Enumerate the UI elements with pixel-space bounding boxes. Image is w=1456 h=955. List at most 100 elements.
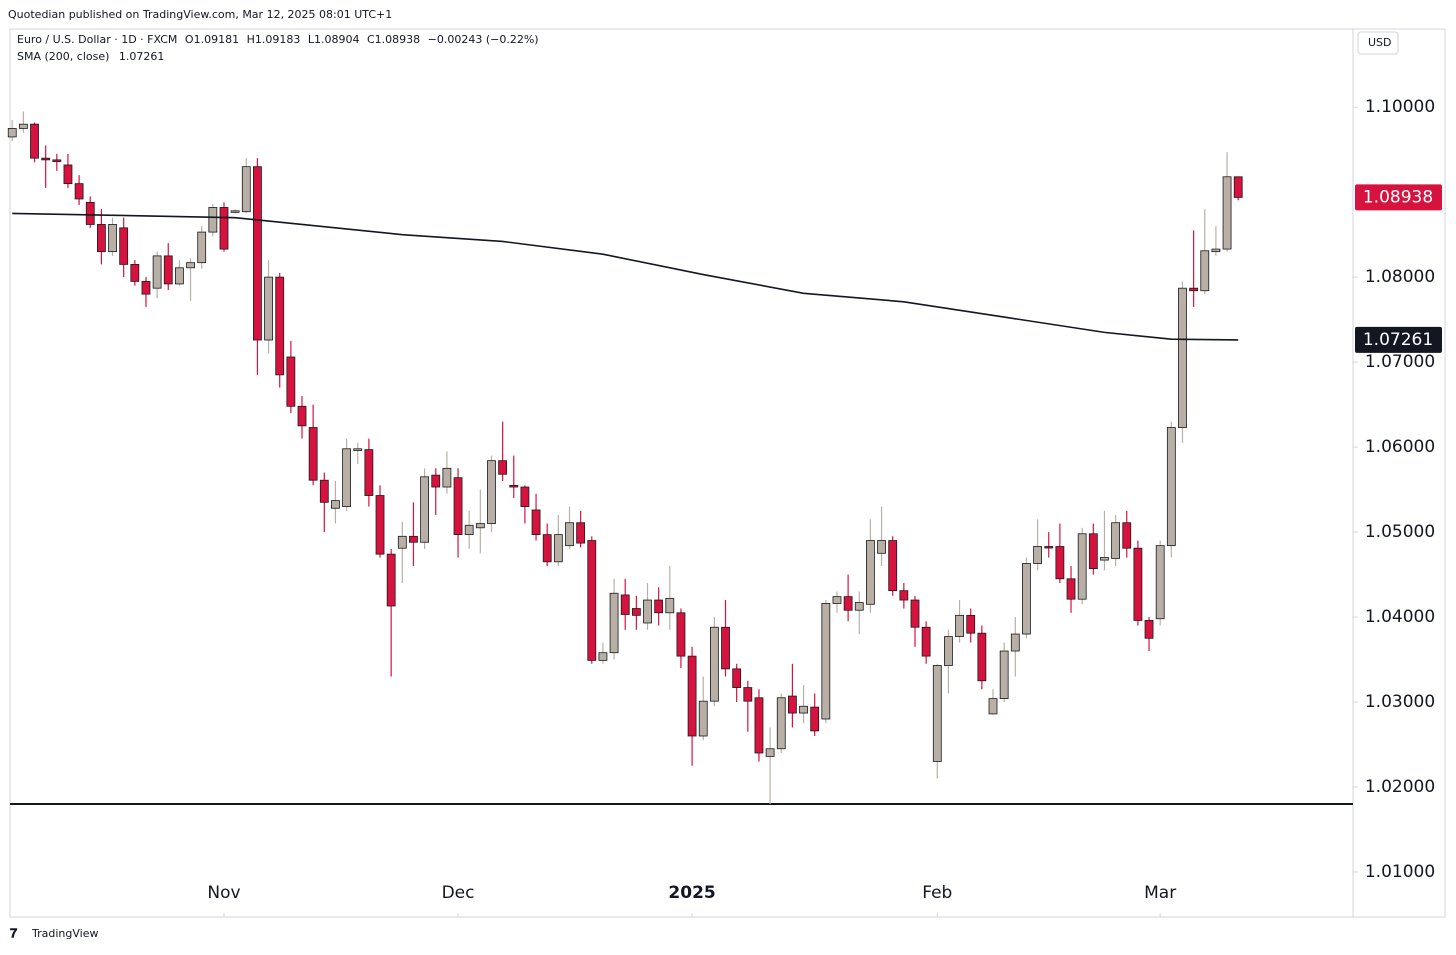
candle-body [888,540,898,592]
candle-body [776,697,786,750]
candle-body [308,427,318,481]
candle-body [810,706,820,732]
candle-body [431,474,441,488]
candle-body [1200,250,1210,292]
ohlc-change: −0.00243 (−0.22%) [428,33,539,46]
candle-body [1178,287,1187,428]
candle-body [988,698,998,715]
candle-body [676,612,686,657]
x-tick-label: Feb [922,883,952,903]
x-tick-label: Mar [1144,883,1176,903]
candle-body [487,460,496,524]
candle-body [509,484,519,488]
legend: Euro / U.S. Dollar · 1D · FXCM O1.09181 … [17,33,539,46]
y-tick-label: 1.10000 [1365,97,1435,117]
candle-body [230,210,240,213]
candle-body [620,594,630,615]
currency-box [1357,31,1399,55]
header: Quotedian published on TradingView.com, … [8,8,392,21]
candle-body [52,159,62,162]
candle-body [553,534,563,563]
candle-body [96,224,106,253]
candle-body [587,540,597,661]
candle-body [141,280,151,295]
y-tick-label: 1.01000 [1365,862,1435,882]
candle-body [1100,557,1109,561]
candle-body [754,697,764,754]
candle-body [932,665,942,762]
ohlc-open: O1.09181 [185,33,239,46]
candle-body [319,479,329,503]
candle-body [409,535,418,543]
last-price-badge [1355,184,1442,211]
candle-body [1111,522,1121,559]
candle-body [1211,248,1221,253]
candle-body [286,356,296,407]
candle-body [1066,578,1076,600]
candle-body [799,705,808,714]
candle-body [464,524,474,536]
candle-body [877,540,886,554]
candle-body [275,276,285,376]
candle-body [765,748,775,757]
candle-body [1055,546,1065,580]
candle-body [1155,545,1165,620]
candle-body [966,614,976,634]
candle-body [832,596,842,604]
y-tick-label: 1.08000 [1365,267,1435,287]
candle-body [420,476,430,543]
candle-body [397,535,407,549]
candle-body [520,486,530,507]
x-tick-label: 2025 [668,883,715,903]
y-tick-label: 1.06000 [1365,437,1435,457]
candle-body [74,183,84,200]
candle-body [1010,633,1020,652]
symbol: Euro / U.S. Dollar · 1D · FXCM [17,33,177,46]
candle-body [30,123,39,159]
ohlc-close: C1.08938 [367,33,420,46]
currency: USD [1368,36,1392,49]
candle-body [843,596,853,611]
candle-body [709,626,719,702]
sma-badge [1355,326,1442,353]
candle-body [108,224,117,253]
sma-line [12,212,1239,341]
candle-body [955,614,964,637]
candle-body [1222,176,1232,250]
sma-name: SMA (200, close) [17,50,109,63]
candle-body [698,700,708,737]
sma-price-label: 1.07261 [1363,330,1433,350]
candle-body [152,255,162,289]
candle-body [1077,533,1087,600]
candle-body [787,695,797,714]
candle-body [1022,563,1031,635]
ohlc-high: H1.09183 [247,33,301,46]
candle-body [219,207,229,250]
candle-body [542,534,552,563]
candle-body [999,650,1009,700]
candle-body [297,405,307,427]
candle-body [565,522,574,547]
candle-body [665,597,675,614]
candle-body [475,523,485,529]
candle-body [866,540,875,605]
candle-body [631,608,641,616]
candle-body [921,626,931,657]
sma-value: 1.07261 [119,50,165,63]
candle-body [453,477,463,536]
logo: 𝟕 [10,927,18,942]
candle-body [119,227,129,265]
candle-body [375,495,385,555]
candle-body [1166,427,1176,547]
y-tick-label: 1.04000 [1365,607,1435,627]
candle-body [442,467,452,488]
candle-body [1189,287,1199,292]
x-tick-label: Dec [442,883,475,903]
candle-body [732,668,742,688]
candle-body [531,509,541,536]
candle-body [1122,522,1132,549]
frame [9,28,1446,918]
candle-body [130,263,140,282]
